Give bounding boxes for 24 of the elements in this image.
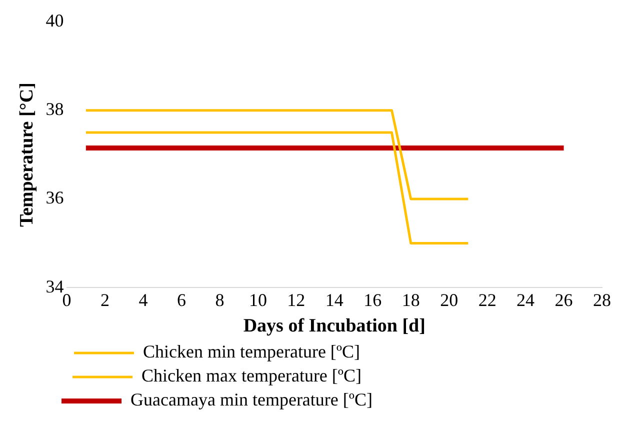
x-tick-label: 12 bbox=[287, 290, 306, 310]
x-tick-label: 28 bbox=[593, 290, 611, 310]
x-tick-label: 8 bbox=[215, 290, 224, 310]
y-tick-label: 40 bbox=[46, 10, 64, 31]
x-axis-title: Days of Incubation [d] bbox=[243, 316, 426, 337]
x-tick-label: 24 bbox=[516, 290, 535, 310]
y-axis-title: Temperature [°C] bbox=[16, 82, 38, 227]
x-tick-label: 22 bbox=[478, 290, 496, 310]
legend-label: Guacamaya min temperature [ºC] bbox=[130, 390, 552, 410]
x-tick-label: 2 bbox=[100, 290, 110, 310]
x-tick-label: 10 bbox=[248, 290, 267, 310]
x-tick-label: 16 bbox=[364, 290, 382, 310]
y-tick-label: 34 bbox=[46, 276, 64, 296]
x-tick-label: 26 bbox=[554, 290, 573, 310]
legend-label: Chicken max temperature [ºC] bbox=[142, 366, 542, 386]
x-tick-label: 4 bbox=[138, 290, 148, 310]
y-tick-label: 38 bbox=[46, 99, 64, 120]
y-tick-label: 36 bbox=[46, 188, 64, 208]
x-tick-label: 14 bbox=[325, 290, 344, 310]
x-tick-label: 20 bbox=[440, 290, 458, 310]
x-tick-label: 18 bbox=[402, 290, 420, 310]
x-tick-label: 6 bbox=[176, 290, 186, 310]
legend-label: Chicken min temperature [ºC] bbox=[142, 342, 540, 362]
x-tick-label: 0 bbox=[62, 290, 72, 310]
